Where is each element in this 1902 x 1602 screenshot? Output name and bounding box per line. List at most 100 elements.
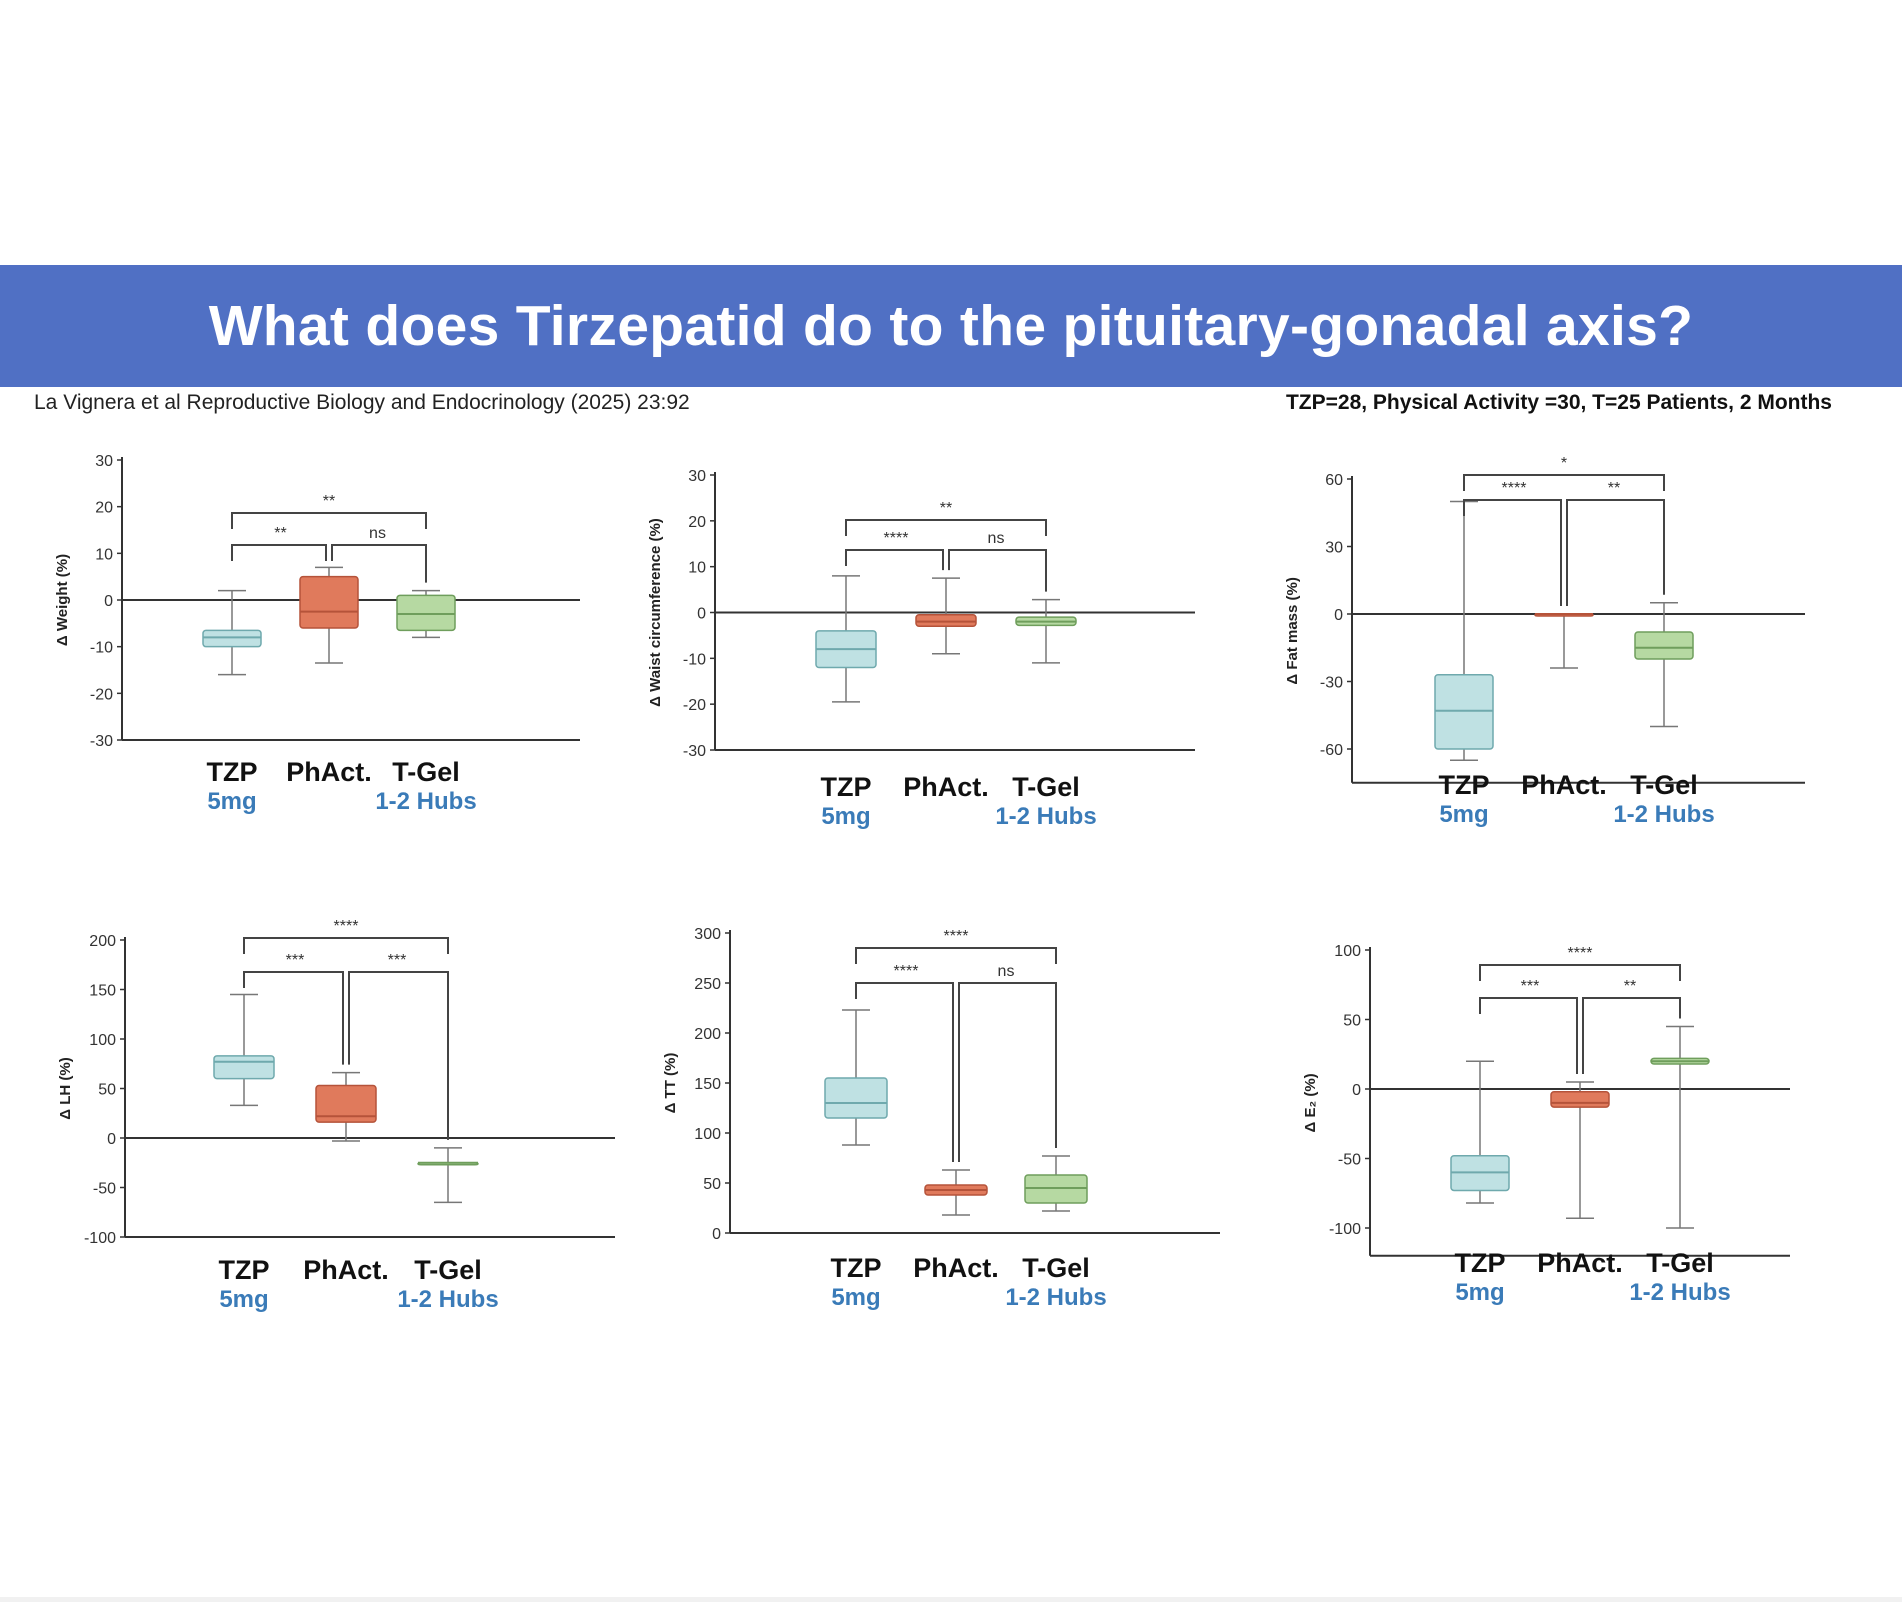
title-banner: What does Tirzepatid do to the pituitary… xyxy=(0,265,1902,387)
citation: La Vignera et al Reproductive Biology an… xyxy=(34,391,690,414)
box-phact xyxy=(924,1169,988,1216)
box-phact xyxy=(299,566,359,664)
sig-label-outer: **** xyxy=(334,918,359,935)
category-label: PhAct. xyxy=(1510,1248,1650,1278)
y-tick-label: 250 xyxy=(694,976,721,993)
box-tgel xyxy=(396,589,456,639)
chart-tt: 300 250 200 150 100 50 0 Δ TT (%) **** **** ns TZP 5… xyxy=(635,915,1235,1315)
y-tick-label: -50 xyxy=(93,1181,116,1198)
box-tgel xyxy=(1634,602,1694,728)
sig-label-right: ns xyxy=(998,963,1015,980)
chart-fat-mass: 60 30 0 -30 -60 Δ Fat mass (%) * **** ** TZP 5mg Ph… xyxy=(1265,455,1825,855)
y-tick-label: 30 xyxy=(688,468,706,485)
category-name: T-Gel xyxy=(1022,1253,1090,1283)
bracket-left xyxy=(231,544,327,561)
y-tick-label: 100 xyxy=(1334,943,1361,960)
category-name: TZP xyxy=(218,1255,270,1285)
box-body xyxy=(396,594,456,632)
category-label: TZP 5mg xyxy=(786,1253,926,1313)
chart-waist-circumference: 30 20 10 0 -10 -20 -30 Δ Waist circumference (%… xyxy=(635,455,1215,855)
box-body xyxy=(1550,1091,1610,1108)
category-label: T-Gel 1-2 Hubs xyxy=(356,757,496,817)
y-tick-label: 50 xyxy=(1343,1013,1361,1030)
sig-label-right: ns xyxy=(988,530,1005,547)
y-tick-label: 0 xyxy=(697,606,706,623)
y-tick-label: 150 xyxy=(694,1076,721,1093)
bracket-right xyxy=(948,549,1047,592)
y-tick-label: 100 xyxy=(694,1126,721,1143)
y-tick-label: -10 xyxy=(683,651,706,668)
category-name: T-Gel xyxy=(392,757,460,787)
category-name: PhAct. xyxy=(913,1253,999,1283)
category-name: TZP xyxy=(830,1253,882,1283)
sig-label-outer: ** xyxy=(323,493,335,510)
sig-label-outer: ** xyxy=(940,500,952,517)
box-body xyxy=(315,1084,377,1123)
box-tzp xyxy=(213,993,275,1107)
category-label: T-Gel 1-2 Hubs xyxy=(378,1255,518,1315)
y-tick-label: 0 xyxy=(1334,607,1343,624)
y-axis-label: Δ Waist circumference (%) xyxy=(647,518,664,707)
bracket-outer xyxy=(845,519,1047,536)
sig-label-outer: **** xyxy=(944,928,969,945)
slide-title: What does Tirzepatid do to the pituitary… xyxy=(208,294,1694,358)
bottom-strip xyxy=(0,1597,1902,1602)
box-body xyxy=(202,629,262,648)
sig-label-right: ** xyxy=(1608,480,1620,497)
category-dose: 1-2 Hubs xyxy=(1005,1284,1107,1311)
y-tick-label: -10 xyxy=(90,640,113,657)
cohort-info: TZP=28, Physical Activity =30, T=25 Pati… xyxy=(1285,391,1832,414)
box-tzp xyxy=(815,575,877,703)
y-tick-label: -30 xyxy=(1320,675,1343,692)
box-body xyxy=(1434,674,1494,750)
bracket-left xyxy=(845,549,944,571)
box-tgel xyxy=(1650,1025,1710,1229)
sig-label-left: *** xyxy=(286,952,305,969)
category-name: T-Gel xyxy=(1630,770,1698,800)
category-name: PhAct. xyxy=(303,1255,389,1285)
category-name: TZP xyxy=(1454,1248,1506,1278)
y-tick-label: -30 xyxy=(683,743,706,760)
category-dose: 1-2 Hubs xyxy=(995,803,1097,830)
y-axis-label: Δ Fat mass (%) xyxy=(1284,577,1301,684)
y-tick-label: 0 xyxy=(107,1131,116,1148)
y-tick-label: 100 xyxy=(89,1032,116,1049)
category-name: T-Gel xyxy=(1646,1248,1714,1278)
category-label: T-Gel 1-2 Hubs xyxy=(976,772,1116,832)
y-tick-label: 200 xyxy=(694,1026,721,1043)
category-name: TZP xyxy=(1438,770,1490,800)
box-phact xyxy=(915,577,977,655)
y-tick-label: 20 xyxy=(95,500,113,517)
y-axis-label: Δ TT (%) xyxy=(662,1053,679,1114)
y-tick-label: 300 xyxy=(694,926,721,943)
category-dose: 5mg xyxy=(1439,801,1489,828)
sig-label-right: ** xyxy=(1624,978,1636,995)
y-tick-label: -100 xyxy=(1329,1221,1361,1238)
category-label: TZP 5mg xyxy=(1410,1248,1550,1308)
y-tick-label: 150 xyxy=(89,983,116,1000)
box-phact xyxy=(1550,1081,1610,1220)
bracket-left xyxy=(855,982,954,1162)
box-phact xyxy=(1534,613,1594,669)
chart-lh: 200 150 100 50 0 -50 -100 Δ LH (%) **** *** *** TZP… xyxy=(40,918,620,1320)
category-dose: 1-2 Hubs xyxy=(1613,801,1715,828)
y-tick-label: 0 xyxy=(1352,1082,1361,1099)
y-tick-label: 0 xyxy=(104,593,113,610)
category-label: PhAct. xyxy=(1494,770,1634,800)
category-name: TZP xyxy=(206,757,258,787)
category-label: PhAct. xyxy=(259,757,399,787)
category-label: TZP 5mg xyxy=(1394,770,1534,830)
category-label: TZP 5mg xyxy=(776,772,916,832)
box-body xyxy=(213,1055,275,1080)
box-body xyxy=(1634,631,1694,660)
category-label: TZP 5mg xyxy=(162,757,302,817)
category-label: TZP 5mg xyxy=(174,1255,314,1315)
bracket-right xyxy=(958,982,1057,1162)
chart-svg: 30 20 10 0 -10 -20 -30 Δ Waist circumference (%… xyxy=(647,468,1195,760)
box-body xyxy=(915,614,977,628)
y-tick-label: 60 xyxy=(1325,472,1343,489)
y-axis-label: Δ E₂ (%) xyxy=(1302,1073,1319,1132)
chart-weight: 30 20 10 0 -10 -20 -30 Δ Weight (%) ** ** ns TZP 5mg… xyxy=(40,445,600,825)
